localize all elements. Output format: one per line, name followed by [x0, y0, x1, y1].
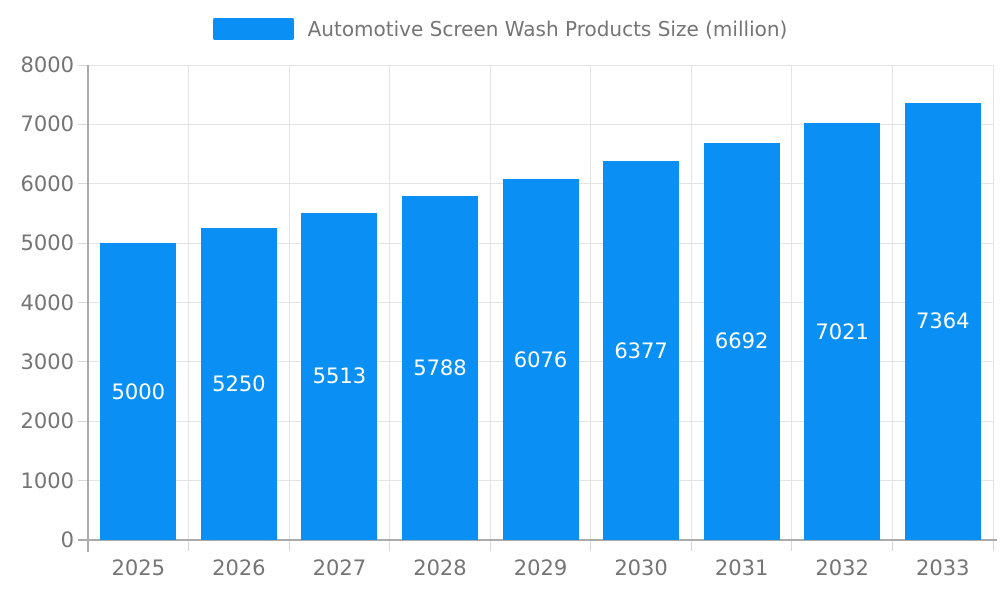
v-gridline: [389, 65, 391, 540]
x-tick-mark: [288, 540, 290, 551]
y-tick-mark: [78, 242, 88, 244]
y-tick-mark: [78, 64, 88, 66]
x-tick-mark: [690, 540, 692, 551]
bar-2026[interactable]: [200, 228, 277, 540]
y-tick-label: 7000: [20, 112, 74, 137]
x-tick-label: 2028: [413, 556, 467, 580]
bar-value-label: 5788: [413, 356, 467, 381]
bar-value-label: 7021: [815, 319, 869, 344]
y-tick-mark: [78, 361, 88, 363]
v-gridline: [891, 65, 893, 540]
legend-label: Automotive Screen Wash Products Size (mi…: [307, 17, 788, 41]
x-tick-label: 2033: [915, 556, 970, 580]
x-tick-mark: [590, 540, 592, 551]
y-tick-label: 6000: [20, 171, 74, 196]
v-gridline: [489, 65, 491, 540]
bar-value-label: 7364: [915, 309, 970, 334]
y-tick-label: 8000: [20, 53, 74, 77]
bar-value-label: 6076: [513, 347, 568, 372]
bar-value-label: 5513: [312, 364, 367, 389]
x-tick-mark: [188, 540, 190, 551]
bar-2033[interactable]: [904, 102, 981, 540]
y-axis-line: [87, 65, 89, 552]
bar-2025[interactable]: [100, 243, 177, 540]
v-gridline: [188, 65, 190, 540]
x-tick-mark: [791, 540, 793, 551]
bar-2030[interactable]: [603, 161, 680, 540]
x-tick-label: 2032: [815, 556, 869, 580]
x-tick-mark: [489, 540, 491, 551]
h-gridline: [78, 64, 993, 66]
x-tick-mark: [891, 540, 893, 551]
bar-2029[interactable]: [502, 179, 579, 540]
legend-item[interactable]: Automotive Screen Wash Products Size (mi…: [212, 17, 788, 41]
v-gridline: [791, 65, 793, 540]
v-gridline: [590, 65, 592, 540]
y-tick-mark: [78, 123, 88, 125]
x-tick-label: 2031: [714, 556, 769, 580]
bar-2027[interactable]: [301, 212, 378, 540]
bar-2028[interactable]: [401, 196, 478, 540]
legend-swatch: [212, 18, 294, 40]
v-gridline: [690, 65, 692, 540]
y-tick-label: 2000: [20, 409, 74, 434]
y-tick-mark: [78, 183, 88, 185]
y-tick-label: 0: [60, 528, 74, 552]
x-tick-label: 2027: [312, 556, 367, 580]
x-tick-label: 2025: [111, 556, 165, 580]
bar-value-label: 6377: [614, 338, 668, 363]
x-tick-mark: [992, 540, 994, 551]
h-gridline: [78, 123, 993, 125]
y-tick-mark: [78, 480, 88, 482]
bar-value-label: 5000: [111, 379, 165, 404]
x-tick-mark: [389, 540, 391, 551]
x-axis-line: [78, 539, 997, 541]
bar-2031[interactable]: [703, 142, 780, 540]
x-tick-label: 2029: [513, 556, 568, 580]
y-tick-label: 4000: [20, 290, 74, 315]
x-tick-label: 2030: [614, 556, 668, 580]
v-gridline: [288, 65, 290, 540]
y-tick-label: 3000: [20, 349, 74, 374]
bar-value-label: 6692: [714, 329, 769, 354]
y-tick-label: 1000: [20, 468, 74, 493]
x-tick-label: 2026: [212, 556, 266, 580]
v-gridline: [992, 65, 994, 540]
bar-value-label: 5250: [212, 372, 266, 397]
legend: Automotive Screen Wash Products Size (mi…: [0, 17, 1000, 41]
y-tick-label: 5000: [20, 231, 74, 256]
y-tick-mark: [78, 420, 88, 422]
bar-2032[interactable]: [804, 123, 881, 540]
y-tick-mark: [78, 302, 88, 303]
